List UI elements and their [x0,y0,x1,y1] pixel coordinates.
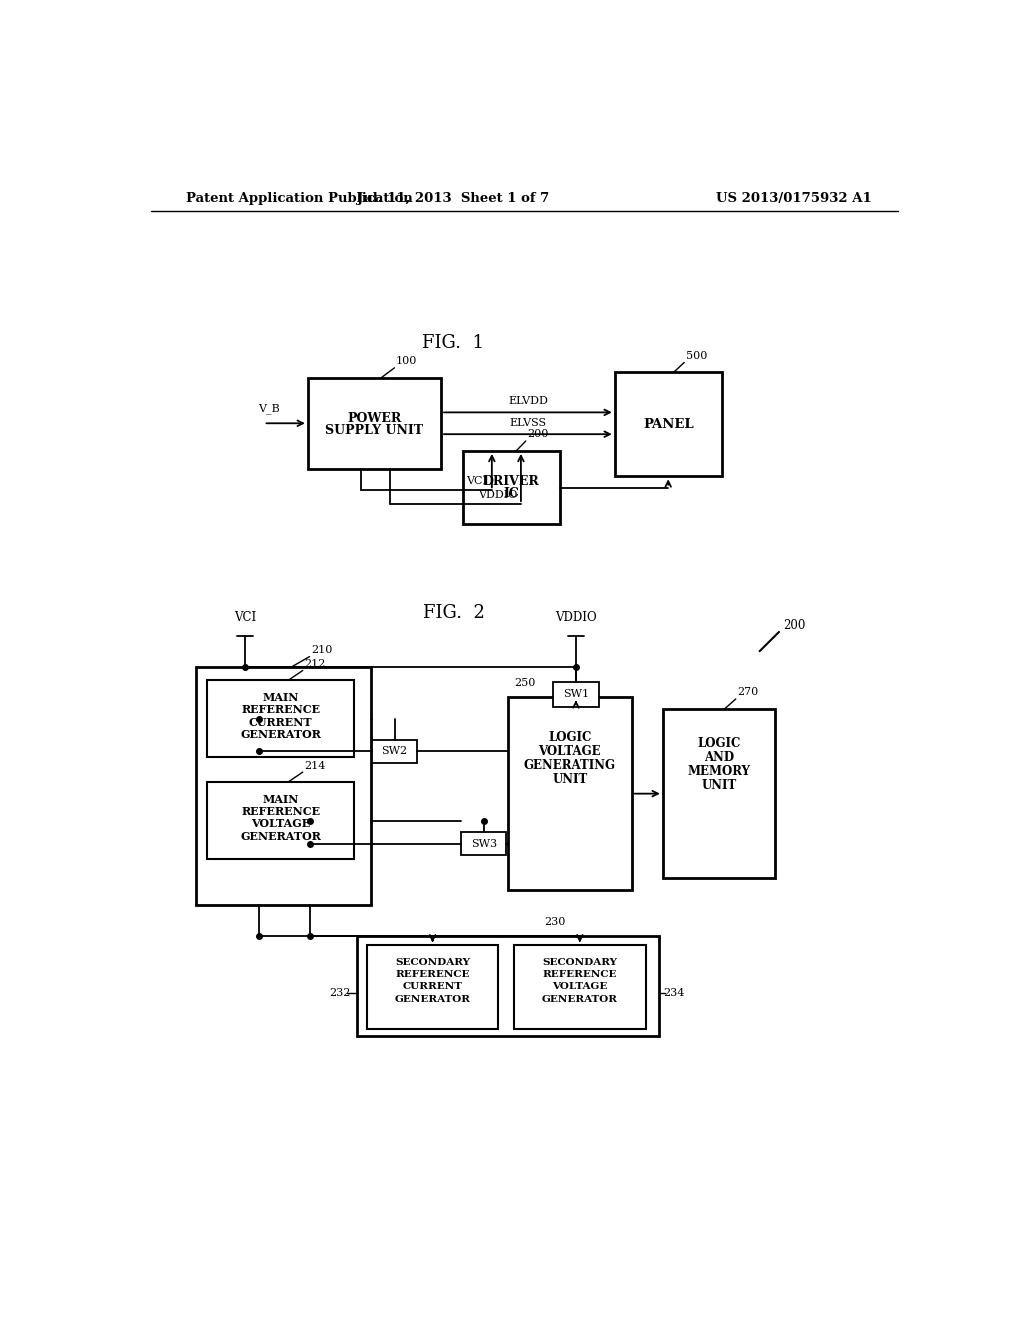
Text: REFERENCE: REFERENCE [241,705,321,715]
Text: 232: 232 [330,989,351,998]
Text: V_B: V_B [258,404,280,414]
Text: REFERENCE: REFERENCE [543,970,617,979]
Bar [508,697,632,890]
Text: MAIN: MAIN [262,793,299,804]
Text: 214: 214 [304,760,326,771]
Text: US 2013/0175932 A1: US 2013/0175932 A1 [716,191,872,205]
Text: REFERENCE: REFERENCE [395,970,470,979]
Text: SW1: SW1 [563,689,589,700]
Text: VCI: VCI [466,475,487,486]
Text: 250: 250 [514,678,536,688]
Text: DRIVER: DRIVER [483,475,540,488]
Text: FIG.  2: FIG. 2 [423,603,484,622]
Text: SW2: SW2 [382,746,408,756]
Text: ELVDD: ELVDD [508,396,548,407]
Text: FIG.  1: FIG. 1 [423,334,484,352]
Text: VCI: VCI [233,611,256,624]
Text: CURRENT: CURRENT [402,982,463,991]
Bar [553,682,599,706]
Text: UNIT: UNIT [701,779,736,792]
Text: LOGIC: LOGIC [548,731,592,744]
Text: CURRENT: CURRENT [249,717,312,727]
Bar [197,667,371,906]
Text: PANEL: PANEL [643,418,693,430]
Text: GENERATOR: GENERATOR [241,729,322,739]
Bar [308,378,441,469]
Bar [356,936,658,1036]
Text: REFERENCE: REFERENCE [241,805,321,817]
Text: SECONDARY: SECONDARY [395,958,470,966]
Text: 210: 210 [311,645,333,655]
Text: 270: 270 [737,688,759,697]
Bar [614,372,722,477]
Text: GENERATOR: GENERATOR [241,830,322,842]
Text: GENERATING: GENERATING [523,759,615,772]
Text: 500: 500 [686,351,708,360]
Text: VDDIO: VDDIO [555,611,597,624]
Text: VOLTAGE: VOLTAGE [251,818,310,829]
Text: VOLTAGE: VOLTAGE [552,982,607,991]
Text: 230: 230 [544,917,565,927]
Text: SECONDARY: SECONDARY [543,958,617,966]
Text: GENERATOR: GENERATOR [542,995,617,1003]
Text: Jul. 11, 2013  Sheet 1 of 7: Jul. 11, 2013 Sheet 1 of 7 [357,191,550,205]
Text: 100: 100 [396,356,418,367]
Bar [461,832,506,855]
Text: SW3: SW3 [471,838,497,849]
Text: ELVSS: ELVSS [509,418,547,428]
Text: MAIN: MAIN [262,692,299,702]
Text: MEMORY: MEMORY [687,764,751,777]
Text: UNIT: UNIT [552,772,588,785]
Text: LOGIC: LOGIC [697,737,740,750]
Text: 200: 200 [783,619,805,632]
Bar [663,709,775,878]
Bar [367,945,499,1028]
Text: GENERATOR: GENERATOR [394,995,471,1003]
Text: SUPPLY UNIT: SUPPLY UNIT [326,425,424,437]
Bar [514,945,646,1028]
Text: 212: 212 [304,659,326,669]
Text: AND: AND [703,751,734,764]
Bar [207,681,354,758]
Text: POWER: POWER [347,412,401,425]
Text: 234: 234 [663,989,684,998]
Text: 200: 200 [527,429,549,440]
Bar [207,781,354,859]
Text: VDDIO: VDDIO [478,490,518,499]
Bar [372,739,417,763]
Bar [463,451,560,524]
Text: VOLTAGE: VOLTAGE [539,744,601,758]
Text: Patent Application Publication: Patent Application Publication [186,191,413,205]
Text: IC: IC [504,487,519,500]
